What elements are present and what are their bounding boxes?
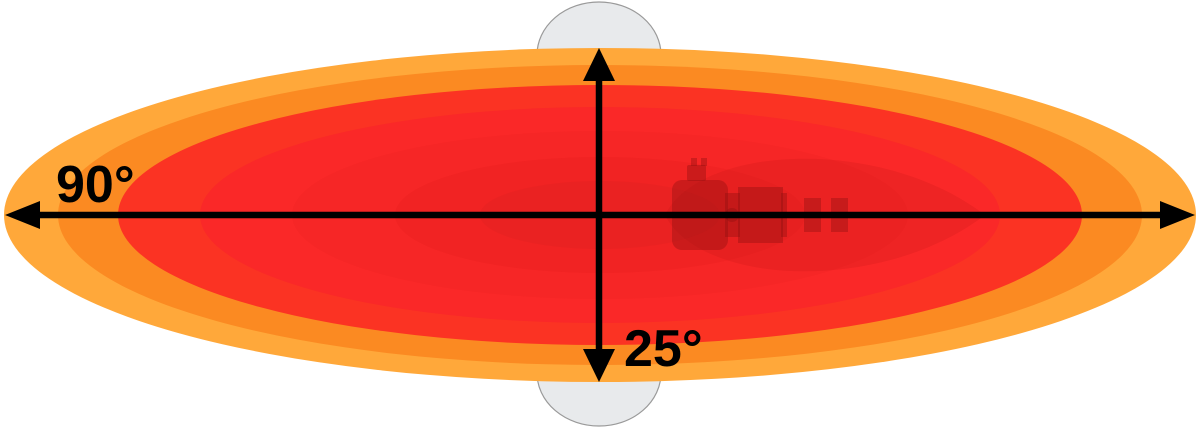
svg-text:90°: 90° xyxy=(56,156,135,214)
svg-text:25°: 25° xyxy=(624,320,703,378)
